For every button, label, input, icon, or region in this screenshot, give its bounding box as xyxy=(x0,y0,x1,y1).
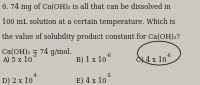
Text: E) 4 x 10: E) 4 x 10 xyxy=(76,76,106,84)
Text: -6: -6 xyxy=(107,53,112,58)
Text: D) 2 x 10: D) 2 x 10 xyxy=(2,76,33,84)
Text: 100 mL solution at a certain temperature. Which is: 100 mL solution at a certain temperature… xyxy=(2,18,175,26)
Text: -3: -3 xyxy=(33,53,38,58)
Text: -5: -5 xyxy=(107,73,112,78)
Text: C) 4 x 10: C) 4 x 10 xyxy=(136,56,166,64)
Text: B) 1 x 10: B) 1 x 10 xyxy=(76,56,106,64)
Text: the value of solubility product constant for Ca(OH)₂?: the value of solubility product constant… xyxy=(2,33,180,41)
Text: Ca(OH)₂ = 74 g/mol.: Ca(OH)₂ = 74 g/mol. xyxy=(2,48,72,56)
Text: -4: -4 xyxy=(33,73,38,78)
Text: -6: -6 xyxy=(167,53,172,58)
Text: A) 5 x 10: A) 5 x 10 xyxy=(2,56,32,64)
Text: 6. 74 mg of Ca(OH)₂ is all that can be dissolved in: 6. 74 mg of Ca(OH)₂ is all that can be d… xyxy=(2,3,171,11)
